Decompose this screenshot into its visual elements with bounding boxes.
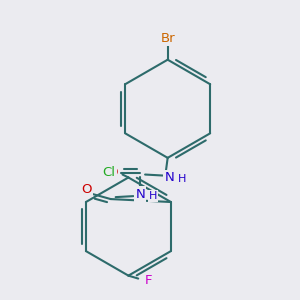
Text: H: H: [149, 191, 157, 201]
Text: O: O: [107, 166, 118, 179]
Text: N: N: [135, 188, 145, 201]
Text: Br: Br: [160, 32, 175, 45]
Text: O: O: [81, 183, 92, 196]
Text: H: H: [178, 174, 187, 184]
Text: F: F: [144, 274, 152, 287]
Text: N: N: [165, 171, 175, 184]
Text: Cl: Cl: [102, 166, 115, 179]
